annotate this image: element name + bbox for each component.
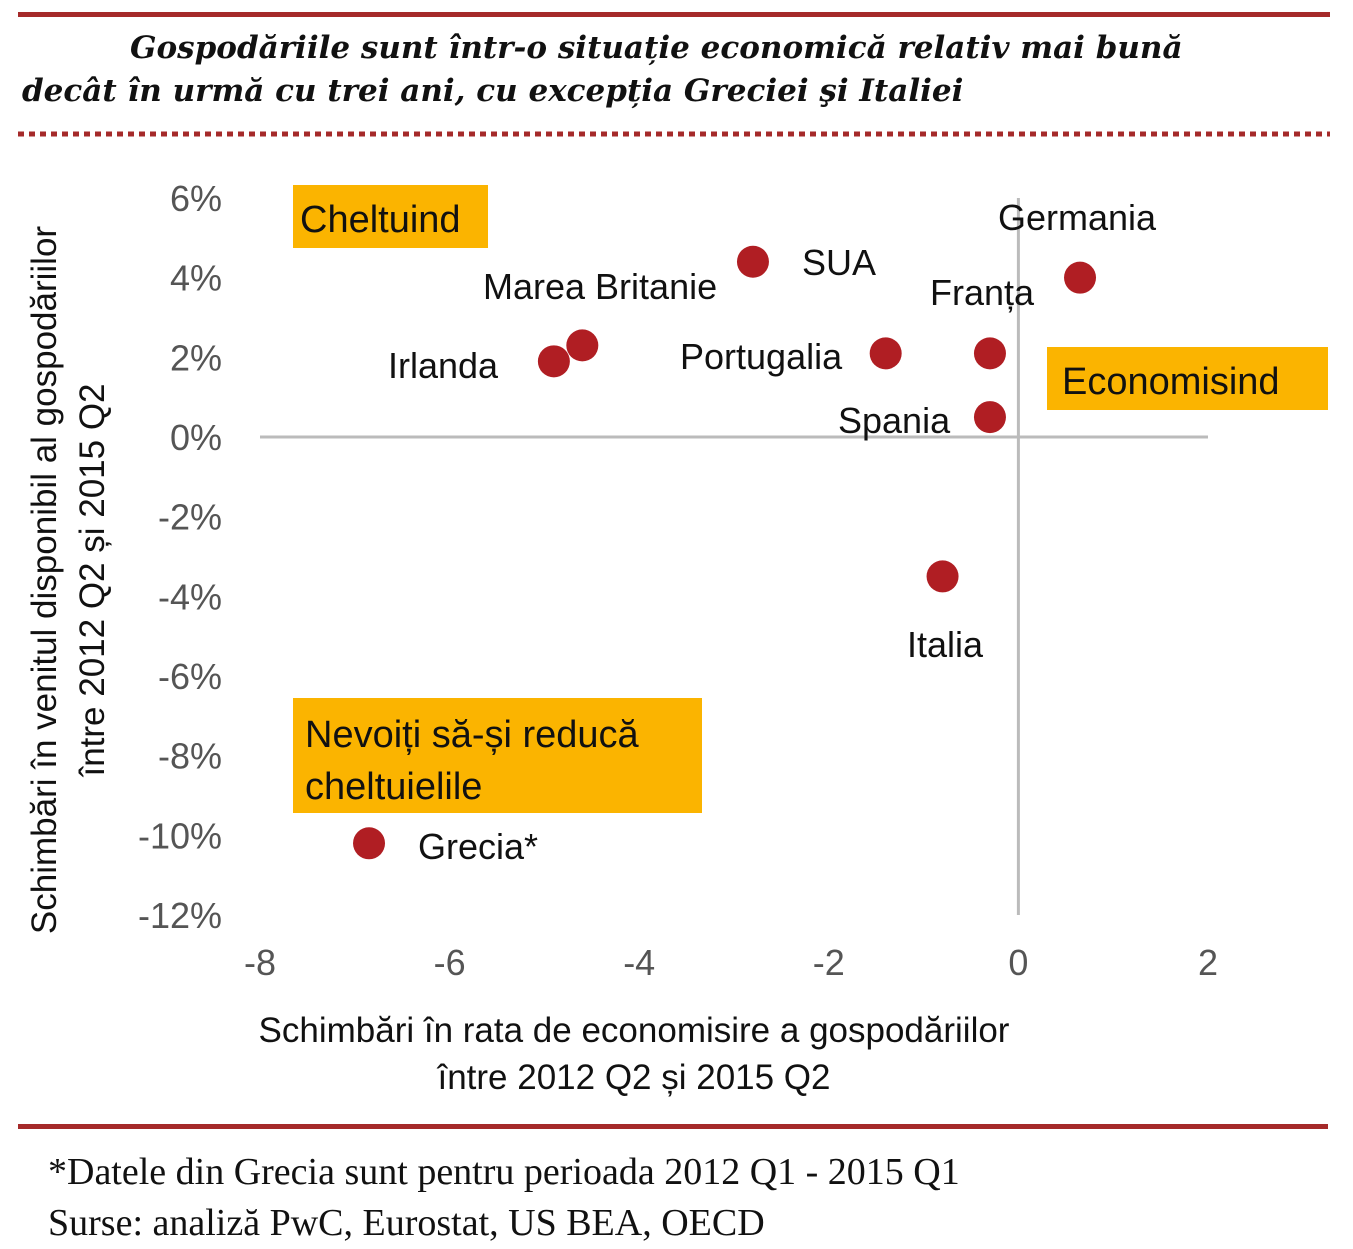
top-rule [18, 12, 1330, 17]
x-tick-label: -6 [434, 942, 466, 983]
x-tick-label: -4 [623, 942, 655, 983]
data-point [869, 337, 902, 370]
data-point [973, 401, 1006, 434]
quadrant-label: Cheltuind [300, 199, 461, 241]
data-point [736, 245, 769, 278]
y-tick-label: -10% [138, 815, 222, 856]
y-axis-title: între 2012 Q2 și 2015 Q2 [73, 383, 112, 777]
data-point [537, 345, 570, 378]
footnote: Surse: analiză PwC, Eurostat, US BEA, OE… [48, 1202, 765, 1244]
x-tick-label: -8 [244, 942, 276, 983]
data-label: Grecia* [418, 826, 538, 867]
data-point [973, 337, 1006, 370]
quadrant-label: cheltuielile [305, 766, 482, 808]
data-label: Germania [998, 197, 1157, 238]
data-point [926, 560, 959, 593]
data-label: SUA [802, 242, 876, 283]
quadrant-label: Nevoiți să-și reducă [305, 714, 640, 756]
x-axis-title: Schimbări în rata de economisire a gospo… [259, 1011, 1010, 1050]
data-label: Marea Britanie [483, 266, 717, 307]
x-tick-label: 2 [1198, 942, 1218, 983]
chart-title-line: Gospodăriile sunt într-o situație econom… [130, 30, 1183, 66]
quadrant-box [1047, 347, 1328, 410]
y-tick-label: 2% [170, 337, 222, 378]
y-tick-label: 4% [170, 258, 222, 299]
y-tick-label: 0% [170, 417, 222, 458]
x-axis-title: între 2012 Q2 și 2015 Q2 [436, 1058, 830, 1097]
y-tick-label: -8% [158, 736, 222, 777]
chart-title-line: decât în urmă cu trei ani, cu excepția G… [22, 73, 963, 109]
data-point [1064, 261, 1097, 294]
data-point [566, 329, 599, 362]
footnote: *Datele din Grecia sunt pentru perioada … [48, 1151, 960, 1193]
data-label: Portugalia [680, 336, 843, 377]
x-tick-label: -2 [813, 942, 845, 983]
quadrant-label: Economisind [1062, 361, 1280, 403]
quadrant-box [293, 698, 702, 813]
x-tick-label: 0 [1008, 942, 1028, 983]
data-point [353, 827, 386, 860]
y-tick-label: -2% [158, 497, 222, 538]
data-label: Spania [838, 400, 951, 441]
data-label: Irlanda [388, 345, 499, 386]
y-tick-label: -6% [158, 656, 222, 697]
y-axis-title: Schimbări în venitul disponibil al gospo… [25, 226, 64, 934]
quadrant-box [293, 185, 488, 248]
y-tick-label: 6% [170, 178, 222, 219]
data-label: Italia [907, 624, 984, 665]
data-label: Franța [930, 272, 1035, 313]
y-tick-label: -12% [138, 895, 222, 936]
bottom-rule [18, 1124, 1328, 1129]
y-tick-label: -4% [158, 576, 222, 617]
